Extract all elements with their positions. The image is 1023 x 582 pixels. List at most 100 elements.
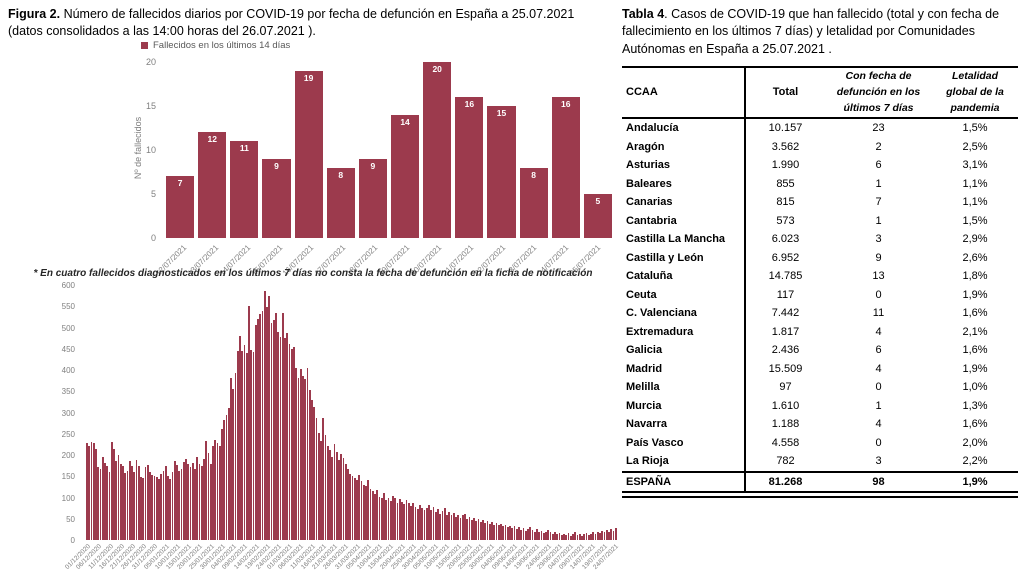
- letalidad-cell: 1,3%: [962, 399, 988, 412]
- timeseries-bar: [187, 463, 189, 540]
- total-cell: 117: [776, 288, 795, 301]
- timeseries-bar: [567, 533, 570, 540]
- timeseries-bar: [610, 528, 612, 540]
- ccaa-name-cell: Madrid: [622, 359, 746, 379]
- timeseries-bar: [88, 446, 90, 540]
- timeseries-bar: [108, 471, 111, 540]
- timeseries-bar: [412, 503, 414, 540]
- timeseries-bar: [367, 479, 369, 540]
- timeseries-bar: [110, 442, 113, 540]
- figura2-legend: Fallecidos en los últimos 14 días: [141, 40, 290, 51]
- timeseries-bar: [308, 390, 311, 540]
- timeseries-bar: [340, 454, 342, 540]
- tabla4-title-label: Tabla 4: [622, 7, 665, 21]
- timeseries-bar: [236, 350, 239, 540]
- ccaa-name-cell: Baleares: [622, 174, 746, 194]
- deaths7-cell: 2: [875, 140, 882, 153]
- table-row: Castilla La Mancha 6.023 3 2,9%: [622, 230, 1018, 249]
- timeseries-bar: [592, 532, 594, 540]
- header-letalidad: Letalidad global de la pandemia: [946, 70, 1004, 114]
- timeseries-bar: [338, 460, 340, 540]
- timeseries-bar: [461, 515, 464, 540]
- timeseries-bar: [554, 531, 556, 540]
- table-row: Madrid 15.509 4 1,9%: [622, 359, 1018, 379]
- timeseries-bar: [387, 497, 390, 540]
- timeseries-bar: [119, 464, 122, 540]
- timeseries-bar: [473, 517, 475, 540]
- bar-value-label: 15: [496, 108, 507, 118]
- total-cell: 7.442: [771, 307, 800, 320]
- bar-value-label: 5: [595, 196, 601, 206]
- timeseries-bar: [520, 529, 522, 540]
- timeseries-bar: [126, 470, 129, 540]
- timeseries-bar: [533, 531, 536, 540]
- timeseries-bar: [468, 516, 471, 540]
- timeseries-bar: [500, 523, 502, 540]
- timeseries-bar: [266, 307, 268, 540]
- timeseries-bar: [524, 530, 527, 540]
- ccaa-name-cell: Aragón: [622, 137, 746, 157]
- timeseries-bar: [414, 506, 417, 540]
- figura2-title-text: Número de fallecidos diarios por COVID-1…: [8, 7, 575, 39]
- ccaa-name-cell: Ceuta: [622, 285, 746, 305]
- timeseries-bar: [549, 532, 552, 540]
- timeseries-bar: [230, 377, 232, 540]
- deaths7-cell: 4: [875, 362, 882, 375]
- letalidad-cell: 1,9%: [962, 362, 988, 375]
- timeseries-bar: [450, 515, 453, 540]
- timeseries-bar: [572, 534, 574, 540]
- timeseries-bar: [122, 466, 124, 540]
- timeseries-bar: [601, 530, 603, 540]
- letalidad-cell: 2,6%: [962, 251, 988, 264]
- timeseries-bar: [484, 523, 486, 540]
- timeseries-bar: [423, 510, 426, 540]
- total-cell: 15.509: [768, 362, 803, 375]
- ccaa-table-header: CCAA Total Con fecha de defunción en los…: [622, 67, 1018, 119]
- timeseries-bar: [403, 504, 405, 540]
- timeseries-bar: [101, 456, 104, 540]
- deaths7-cell: 11: [872, 307, 885, 320]
- timeseries-bar: [551, 533, 554, 540]
- timeseries-plot-area: [86, 285, 617, 540]
- figura2-bar: 19: [294, 70, 323, 238]
- ccaa-name-cell: La Rioja: [622, 452, 746, 472]
- timeseries-bar: [349, 473, 351, 540]
- deaths7-cell: 9: [875, 251, 882, 264]
- y-tick-label: 15: [145, 101, 156, 111]
- timeseries-bar: [164, 466, 167, 540]
- timeseries-bar: [344, 463, 347, 540]
- timeseries-bar: [329, 449, 331, 540]
- letalidad-cell: 2,1%: [962, 325, 988, 338]
- timeseries-bar: [272, 319, 275, 540]
- ccaa-name-cell: C. Valenciana: [622, 304, 746, 323]
- timeseries-bar: [398, 499, 401, 540]
- deaths7-cell: 98: [872, 475, 885, 488]
- timeseries-bar: [324, 435, 327, 540]
- timeseries-bar: [491, 522, 493, 540]
- timeseries-bar: [385, 499, 387, 540]
- timeseries-bar: [590, 534, 592, 540]
- timeseries-bar: [115, 460, 117, 540]
- timeseries-bar: [209, 464, 212, 540]
- letalidad-cell: 1,5%: [962, 122, 988, 135]
- ccaa-name-cell: Murcia: [622, 396, 746, 416]
- letalidad-cell: 1,6%: [962, 307, 988, 320]
- timeseries-bar: [365, 486, 367, 540]
- y-tick-label: 600: [61, 281, 75, 290]
- timeseries-bar: [504, 524, 507, 540]
- figura2-bar: 16: [551, 97, 580, 238]
- timeseries-bar: [218, 445, 221, 540]
- timeseries-bar: [430, 510, 432, 540]
- timeseries-bar: [394, 498, 396, 540]
- timeseries-bar: [358, 475, 360, 540]
- figura2-bar: 5: [583, 194, 612, 238]
- timeseries-bar: [482, 520, 484, 540]
- timeseries-bar: [196, 456, 198, 540]
- timeseries-bar: [605, 529, 608, 540]
- y-tick-label: 350: [61, 387, 75, 397]
- timeseries-bar: [295, 367, 297, 540]
- timeseries-bar: [560, 534, 563, 540]
- deaths7-cell: 4: [875, 418, 882, 431]
- total-cell: 2.436: [771, 344, 800, 357]
- timeseries-bar: [149, 471, 151, 540]
